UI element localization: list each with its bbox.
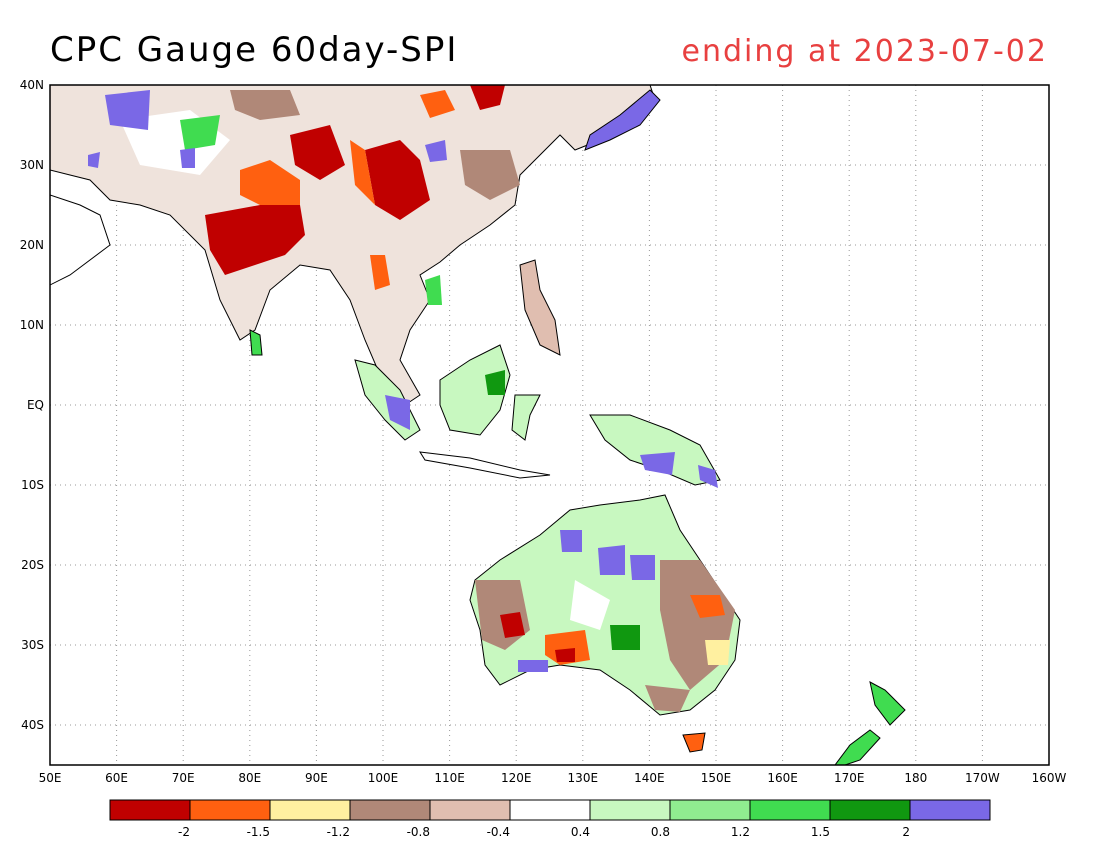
nz-south-land: [834, 729, 881, 765]
lon-tick-label: 70E: [172, 771, 195, 785]
lat-tick-label: 30S: [21, 638, 44, 652]
color-legend: -2 -1.5 -1.2 -0.8 -0.4 0.4 0.8 1.2 1.5 2: [109, 799, 991, 839]
legend-swatch: [269, 799, 351, 821]
legend-label: 2: [902, 825, 910, 839]
lat-tick-label: 40S: [21, 718, 44, 732]
arabia-land: [50, 194, 111, 286]
legend-swatch: [109, 799, 191, 821]
legend-label: 1.2: [731, 825, 750, 839]
lat-tick-label: 30N: [20, 158, 44, 172]
legend-label: 0.4: [571, 825, 590, 839]
srilanka-land: [249, 329, 263, 356]
lon-tick-label: 80E: [238, 771, 261, 785]
tasmania-land: [682, 732, 706, 753]
lon-tick-label: 50E: [39, 771, 62, 785]
legend-label: 0.8: [651, 825, 670, 839]
plot-frame: [49, 84, 1050, 766]
india-dry-patch: [205, 205, 305, 275]
lat-tick-label: 10N: [20, 318, 44, 332]
lon-tick-label: 170W: [965, 771, 1000, 785]
lon-tick-label: 110E: [434, 771, 465, 785]
legend-swatch: [349, 799, 431, 821]
lon-tick-label: 150E: [701, 771, 732, 785]
lat-tick-label: EQ: [27, 398, 44, 412]
lat-tick-label: 20N: [20, 238, 44, 252]
lon-tick-label: 100E: [368, 771, 399, 785]
lat-tick-label: 40N: [20, 78, 44, 92]
spi-patches: [88, 85, 735, 712]
philippines-land: [519, 259, 561, 356]
legend-swatch: [509, 799, 591, 821]
legend-swatch: [909, 799, 991, 821]
nz-north-land: [869, 681, 906, 726]
legend-swatch: [749, 799, 831, 821]
legend-swatch: [429, 799, 511, 821]
borneo-land: [439, 344, 511, 436]
lon-tick-label: 90E: [305, 771, 328, 785]
lon-tick-label: 120E: [501, 771, 532, 785]
lat-tick-label: 20S: [21, 558, 44, 572]
legend-label: 1.5: [811, 825, 830, 839]
legend-swatch: [189, 799, 271, 821]
map-date: ending at 2023-07-02: [681, 34, 1048, 69]
legend-swatch: [829, 799, 911, 821]
lat-tick-label: 10S: [21, 478, 44, 492]
legend-label: -1.2: [327, 825, 350, 839]
map-title: CPC Gauge 60day-SPI: [50, 30, 459, 70]
legend-label: -0.8: [407, 825, 430, 839]
legend-swatch: [669, 799, 751, 821]
lon-tick-label: 160E: [767, 771, 798, 785]
lon-tick-label: 130E: [568, 771, 599, 785]
legend-label: -0.4: [487, 825, 510, 839]
lon-tick-label: 140E: [634, 771, 665, 785]
legend-swatch: [589, 799, 671, 821]
java-land: [419, 451, 551, 479]
sulawesi-land: [511, 394, 541, 441]
legend-label: -2: [178, 825, 190, 839]
lon-tick-label: 60E: [105, 771, 128, 785]
legend-label: -1.5: [247, 825, 270, 839]
lon-tick-label: 160W: [1032, 771, 1067, 785]
lon-tick-label: 170E: [834, 771, 865, 785]
japan-land: [584, 89, 661, 151]
lon-tick-label: 180: [904, 771, 927, 785]
axis-tick-labels: 40N 30N 20N 10N EQ 10S 20S 30S 40S 50E 60E 70E 80E 90…: [20, 78, 1067, 785]
